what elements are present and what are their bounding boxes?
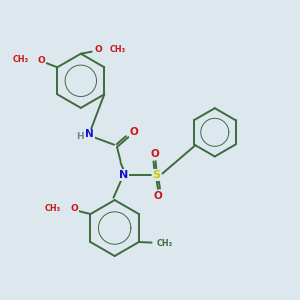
Text: S: S [152,170,160,180]
Text: O: O [94,45,102,54]
Text: O: O [129,127,138,137]
Text: CH₃: CH₃ [13,56,29,64]
Text: CH₃: CH₃ [157,239,173,248]
Text: O: O [154,191,162,201]
Text: O: O [70,204,78,213]
Text: O: O [38,56,46,65]
Text: N: N [85,129,94,140]
Text: N: N [119,170,128,180]
Text: H: H [76,132,84,141]
Text: CH₃: CH₃ [110,45,125,54]
Text: O: O [151,149,159,159]
Text: CH₃: CH₃ [45,204,61,213]
